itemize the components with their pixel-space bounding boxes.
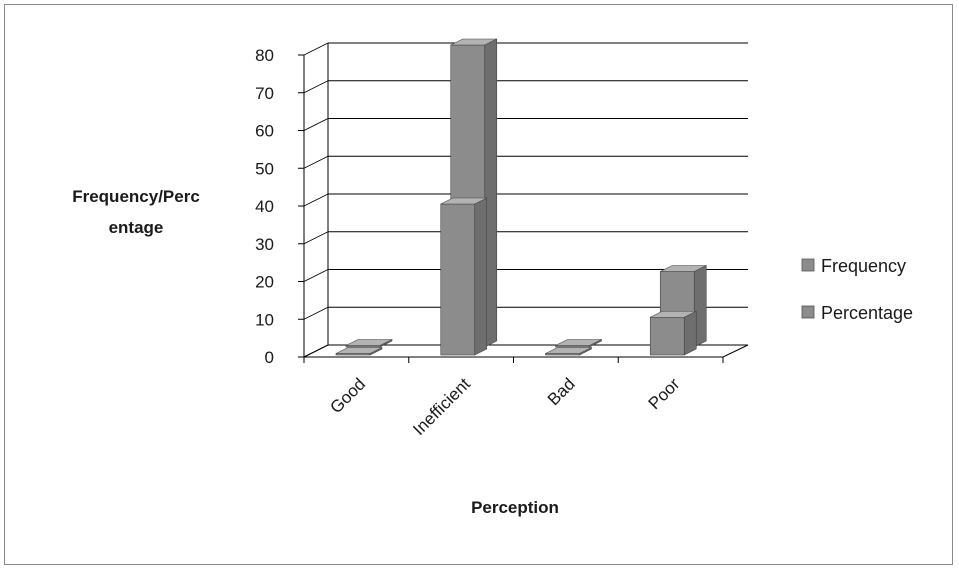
bar-front-face	[649, 316, 685, 356]
bar-frequency-inefficient	[440, 197, 488, 356]
x-category-label-bad: Bad	[544, 374, 579, 409]
bar-top-face	[440, 197, 487, 205]
y-tick-labels: 0 10 20 30 40 50 60 70 80	[255, 46, 274, 367]
bar-frequency-poor	[649, 310, 697, 356]
bar-top-face	[545, 347, 592, 354]
bar-frequency-good	[335, 347, 383, 356]
axes	[298, 43, 749, 363]
y-tick-label-30: 30	[255, 235, 274, 254]
bar-top-face	[450, 38, 497, 46]
x-category-label-inefficient: Inefficient	[409, 374, 474, 439]
y-axis-title-line2: entage	[109, 218, 164, 237]
bar-frequency-bad	[545, 347, 592, 356]
y-tick-label-40: 40	[255, 197, 274, 216]
legend-label-frequency: Frequency	[821, 256, 906, 276]
bar-side-face	[474, 197, 488, 356]
legend-swatch-percentage	[801, 305, 815, 319]
y-tick-label-50: 50	[255, 159, 274, 178]
y-axis-title-line1: Frequency/Perc	[72, 187, 200, 206]
side-gridline-80	[303, 42, 329, 56]
legend-swatch-frequency	[801, 258, 815, 272]
bar-percentage-good	[345, 339, 393, 348]
y-tick-label-60: 60	[255, 122, 274, 141]
y-tick-label-80: 80	[255, 46, 274, 65]
y-tick-label-10: 10	[255, 310, 274, 329]
bar-top-face	[345, 339, 393, 346]
bar-percentage-bad	[555, 339, 602, 348]
y-tick-label-0: 0	[265, 348, 274, 367]
y-tick-label-20: 20	[255, 273, 274, 292]
x-category-labels: Good Inefficient Bad Poor	[326, 374, 683, 439]
side-gridline-30	[303, 231, 329, 245]
x-category-label-good: Good	[326, 374, 369, 417]
bar-top-face	[555, 339, 602, 346]
side-gridline-20	[303, 269, 329, 282]
side-gridline-40	[303, 193, 329, 207]
side-gridline-70	[303, 80, 329, 94]
legend-label-percentage: Percentage	[821, 303, 913, 323]
x-axis-title: Perception	[471, 498, 559, 517]
side-gridline-10	[303, 306, 329, 320]
bar-side-face	[683, 310, 697, 356]
y-tick-label-70: 70	[255, 84, 274, 103]
bars	[335, 38, 707, 356]
x-category-label-poor: Poor	[645, 374, 684, 413]
side-gridline-50	[303, 155, 329, 169]
side-gridline-60	[303, 118, 329, 131]
floor-plane	[303, 344, 749, 358]
bar-front-face	[440, 203, 476, 356]
bar-top-face	[660, 265, 707, 272]
legend: Frequency Percentage	[801, 256, 913, 323]
bar-top-face	[650, 310, 697, 318]
bar-top-face	[335, 347, 383, 354]
